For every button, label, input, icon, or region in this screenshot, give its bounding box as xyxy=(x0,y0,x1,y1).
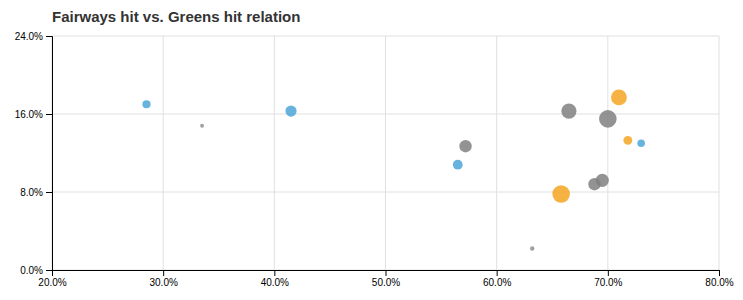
y-tick-mark xyxy=(46,36,52,37)
y-tick-label: 16.0% xyxy=(15,109,43,120)
x-tick-mark xyxy=(386,270,387,276)
y-axis: 0.0% 8.0% 16.0% 24.0% xyxy=(15,31,53,276)
y-tick-mark xyxy=(46,114,52,115)
plot: 20.0% 30.0% 40.0% 50.0% 60.0% 70.0% 80.0% 0.0% 8… xyxy=(15,31,734,288)
grid-line-y xyxy=(52,192,719,193)
y-axis-line xyxy=(46,37,53,271)
point xyxy=(530,246,534,250)
y-tick-mark xyxy=(46,270,52,271)
chart: 20.0% 30.0% 40.0% 50.0% 60.0% 70.0% 80.0% 0.0% 8… xyxy=(0,0,743,300)
x-tick-label: 20.0% xyxy=(38,277,66,288)
x-tick: 80.0% xyxy=(705,270,733,288)
grid-line-x xyxy=(385,36,386,270)
point xyxy=(599,110,617,128)
y-tick-label: 0.0% xyxy=(20,265,43,276)
x-tick-mark xyxy=(719,270,720,276)
point xyxy=(200,124,204,128)
point xyxy=(611,90,627,106)
grid xyxy=(52,36,719,270)
x-axis-line xyxy=(53,271,720,277)
x-tick-label: 50.0% xyxy=(372,277,400,288)
y-tick-label: 24.0% xyxy=(15,31,43,42)
y-tick-label: 8.0% xyxy=(20,187,43,198)
point xyxy=(596,174,609,187)
grid-line-y xyxy=(52,36,719,37)
point xyxy=(142,100,150,108)
y-tick: 24.0% xyxy=(15,31,52,42)
x-tick: 30.0% xyxy=(149,270,177,288)
grid-line-y xyxy=(52,114,719,115)
point xyxy=(459,140,471,152)
x-tick: 40.0% xyxy=(261,270,289,288)
x-tick-mark xyxy=(163,270,164,276)
x-tick-label: 30.0% xyxy=(149,277,177,288)
x-tick: 50.0% xyxy=(372,270,400,288)
grid-line-x xyxy=(496,36,497,270)
y-tick-mark xyxy=(46,192,52,193)
x-tick-label: 60.0% xyxy=(483,277,511,288)
point xyxy=(637,139,645,147)
point xyxy=(285,105,296,116)
x-tick-mark xyxy=(497,270,498,276)
grid-line-x xyxy=(274,36,275,270)
grid-line-x xyxy=(607,36,608,270)
y-tick: 16.0% xyxy=(15,109,52,120)
y-tick: 0.0% xyxy=(20,265,52,276)
x-tick-label: 80.0% xyxy=(705,277,733,288)
point xyxy=(453,160,463,170)
points xyxy=(142,90,645,251)
x-tick: 60.0% xyxy=(483,270,511,288)
x-tick-mark xyxy=(274,270,275,276)
point xyxy=(552,185,570,203)
x-tick: 70.0% xyxy=(594,270,622,288)
title: Fairways hit vs. Greens hit relation xyxy=(52,8,300,25)
x-tick-label: 40.0% xyxy=(261,277,289,288)
point xyxy=(623,136,632,145)
y-tick: 8.0% xyxy=(20,187,52,198)
x-tick-mark xyxy=(608,270,609,276)
x-tick-label: 70.0% xyxy=(594,277,622,288)
x-axis: 20.0% 30.0% 40.0% 50.0% 60.0% 70.0% 80.0% xyxy=(38,270,733,288)
point xyxy=(561,103,576,118)
grid-line-x xyxy=(163,36,164,270)
grid-line-x xyxy=(719,36,720,270)
